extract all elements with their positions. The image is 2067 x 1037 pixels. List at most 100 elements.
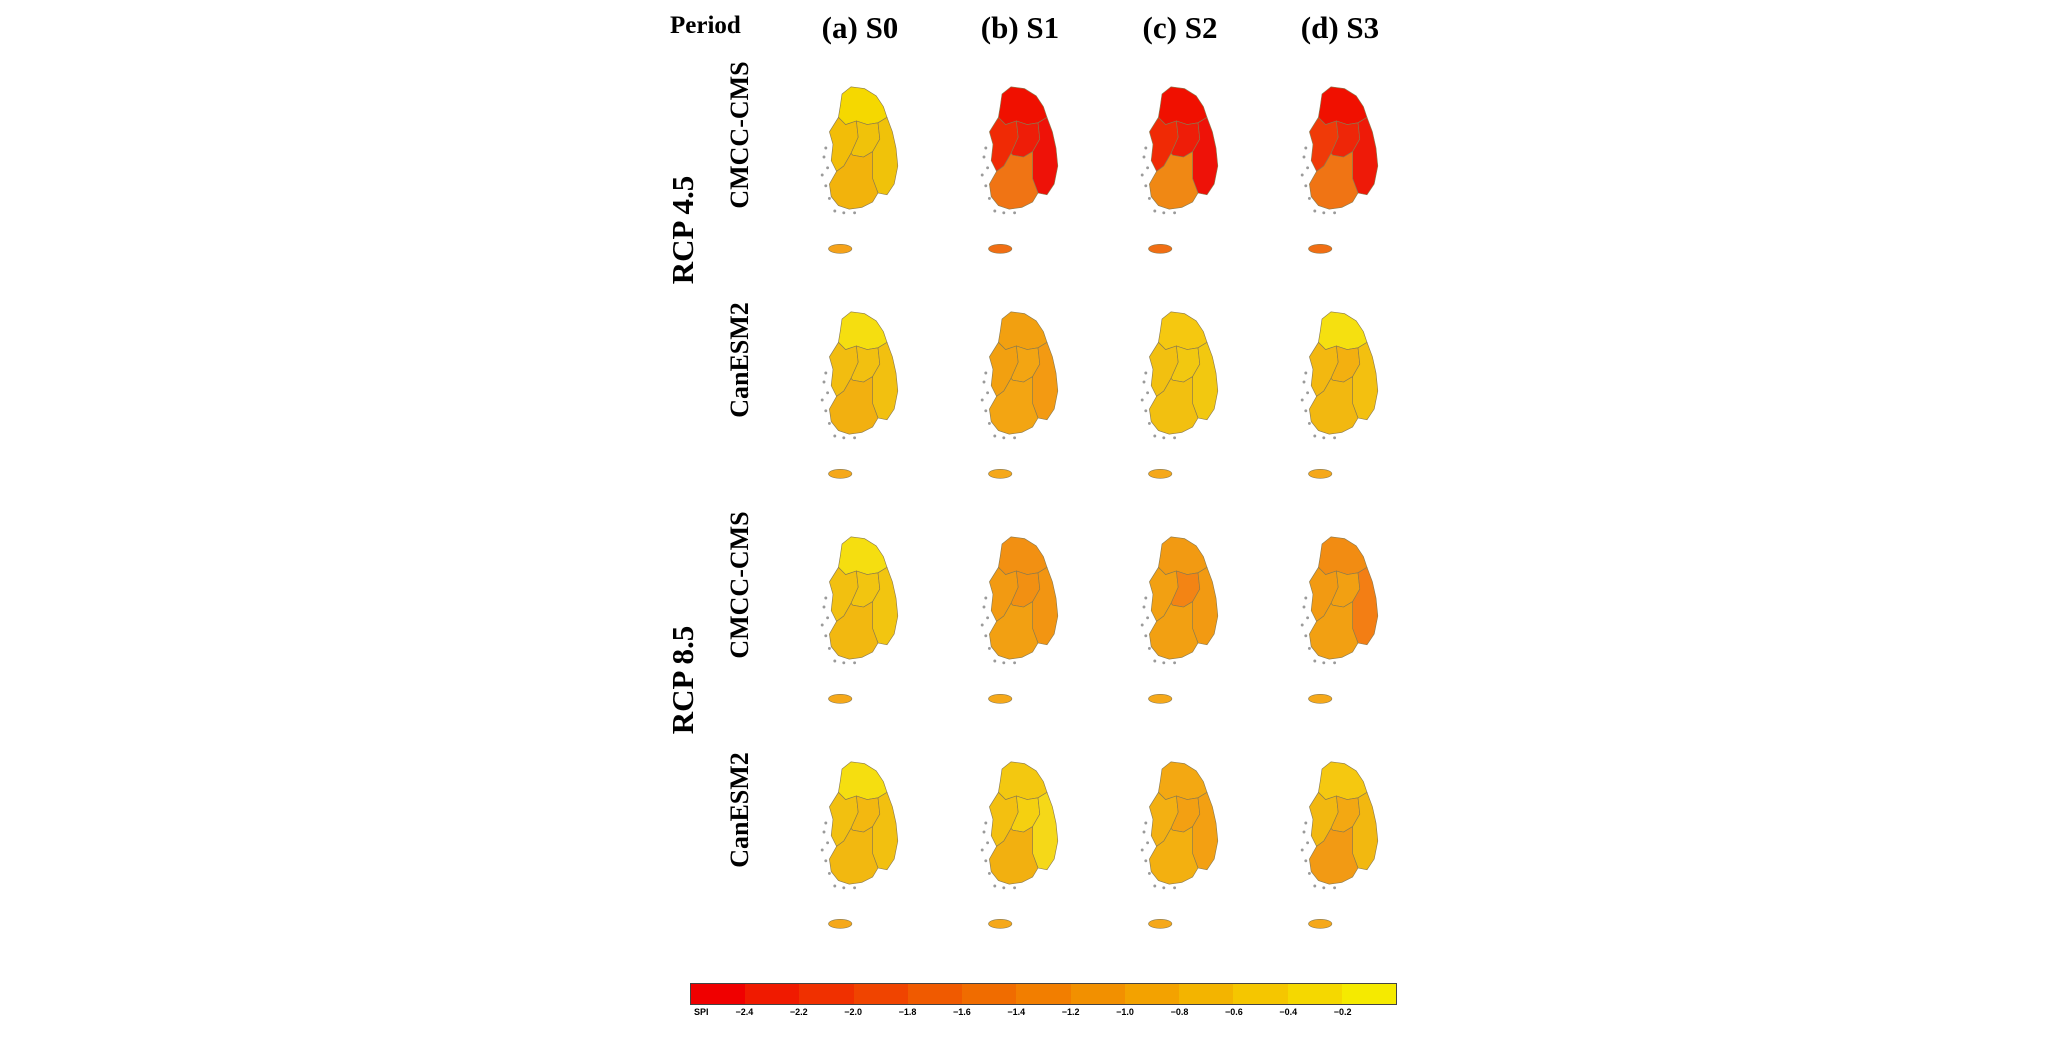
island <box>1302 605 1306 609</box>
korea-map-svg <box>820 86 899 254</box>
jeju-island <box>828 918 853 929</box>
region-north <box>998 86 1048 125</box>
korea-map <box>975 70 1065 280</box>
island <box>993 209 997 213</box>
region-south <box>829 376 879 435</box>
korea-map-svg <box>980 761 1059 929</box>
korea-map <box>815 520 905 730</box>
region-south <box>1309 826 1359 885</box>
island <box>1322 661 1326 665</box>
island <box>1162 661 1166 665</box>
colorbar-unit-label: SPI <box>694 1007 709 1017</box>
island <box>980 623 984 627</box>
island <box>982 605 986 609</box>
island <box>824 146 828 150</box>
island <box>1333 661 1337 665</box>
island <box>824 634 828 638</box>
island <box>1144 821 1148 825</box>
korea-map-svg <box>1140 536 1219 704</box>
island <box>826 841 830 845</box>
jeju-island <box>1308 693 1333 704</box>
island <box>986 841 990 845</box>
island <box>993 884 997 888</box>
column-header: (d) S3 <box>1300 10 1380 45</box>
island <box>984 596 988 600</box>
colorbar-segment <box>962 984 1017 1004</box>
region-south <box>989 826 1039 885</box>
region-south <box>1309 601 1359 660</box>
island <box>1013 436 1017 440</box>
island <box>1306 391 1310 395</box>
island <box>987 871 991 875</box>
island <box>984 821 988 825</box>
korea-map-svg <box>820 311 899 479</box>
jeju-island <box>988 243 1013 254</box>
island <box>1140 398 1144 402</box>
column-header: (a) S0 <box>821 10 899 45</box>
island <box>1313 209 1317 213</box>
island <box>1306 166 1310 170</box>
colorbar-segment <box>691 984 746 1004</box>
island <box>842 661 846 665</box>
region-north <box>1318 536 1368 575</box>
island <box>1307 871 1311 875</box>
jeju-island <box>1148 468 1173 479</box>
region-south <box>829 826 879 885</box>
island <box>993 434 997 438</box>
jeju-island <box>1148 693 1173 704</box>
island <box>980 173 984 177</box>
island <box>1322 886 1326 890</box>
island <box>986 391 990 395</box>
region-north <box>838 86 888 125</box>
island <box>1146 391 1150 395</box>
island <box>987 646 991 650</box>
region-north <box>1318 761 1368 800</box>
korea-map-svg <box>1300 311 1379 479</box>
korea-map <box>1135 295 1225 505</box>
island <box>1304 859 1308 863</box>
korea-map-svg <box>820 761 899 929</box>
island <box>1146 166 1150 170</box>
island <box>1146 616 1150 620</box>
island <box>824 184 828 188</box>
korea-map <box>975 520 1065 730</box>
island <box>1142 155 1146 159</box>
island <box>1144 146 1148 150</box>
island <box>984 409 988 413</box>
region-south <box>989 376 1039 435</box>
korea-map <box>815 70 905 280</box>
island <box>986 616 990 620</box>
colorbar <box>690 983 1397 1005</box>
island <box>833 884 837 888</box>
island <box>827 646 831 650</box>
scenario-label: RCP 8.5 <box>665 625 700 735</box>
island <box>824 596 828 600</box>
island <box>833 659 837 663</box>
island <box>987 196 991 200</box>
island <box>1144 859 1148 863</box>
region-south <box>1149 601 1199 660</box>
island <box>1313 659 1317 663</box>
island <box>1162 211 1166 215</box>
island <box>853 436 857 440</box>
korea-map-svg <box>1140 86 1219 254</box>
region-north <box>1158 86 1208 125</box>
island <box>982 830 986 834</box>
colorbar-segment <box>799 984 854 1004</box>
column-header: (c) S2 <box>1142 10 1218 45</box>
island <box>822 830 826 834</box>
region-north <box>838 311 888 350</box>
island <box>1313 884 1317 888</box>
colorbar-segment <box>1341 984 1397 1004</box>
island <box>1002 886 1006 890</box>
island <box>1304 596 1308 600</box>
island <box>822 155 826 159</box>
island <box>987 421 991 425</box>
island <box>982 380 986 384</box>
island <box>1304 184 1308 188</box>
model-label: CMCC-CMS <box>725 61 754 209</box>
colorbar-ticks: SPI −2.4 −2.2 −2.0 −1.8 −1.6 −1.4 −1.2 −1.0 −0.8… <box>690 1007 1397 1023</box>
island <box>1307 421 1311 425</box>
island <box>1144 634 1148 638</box>
island <box>1002 436 1006 440</box>
